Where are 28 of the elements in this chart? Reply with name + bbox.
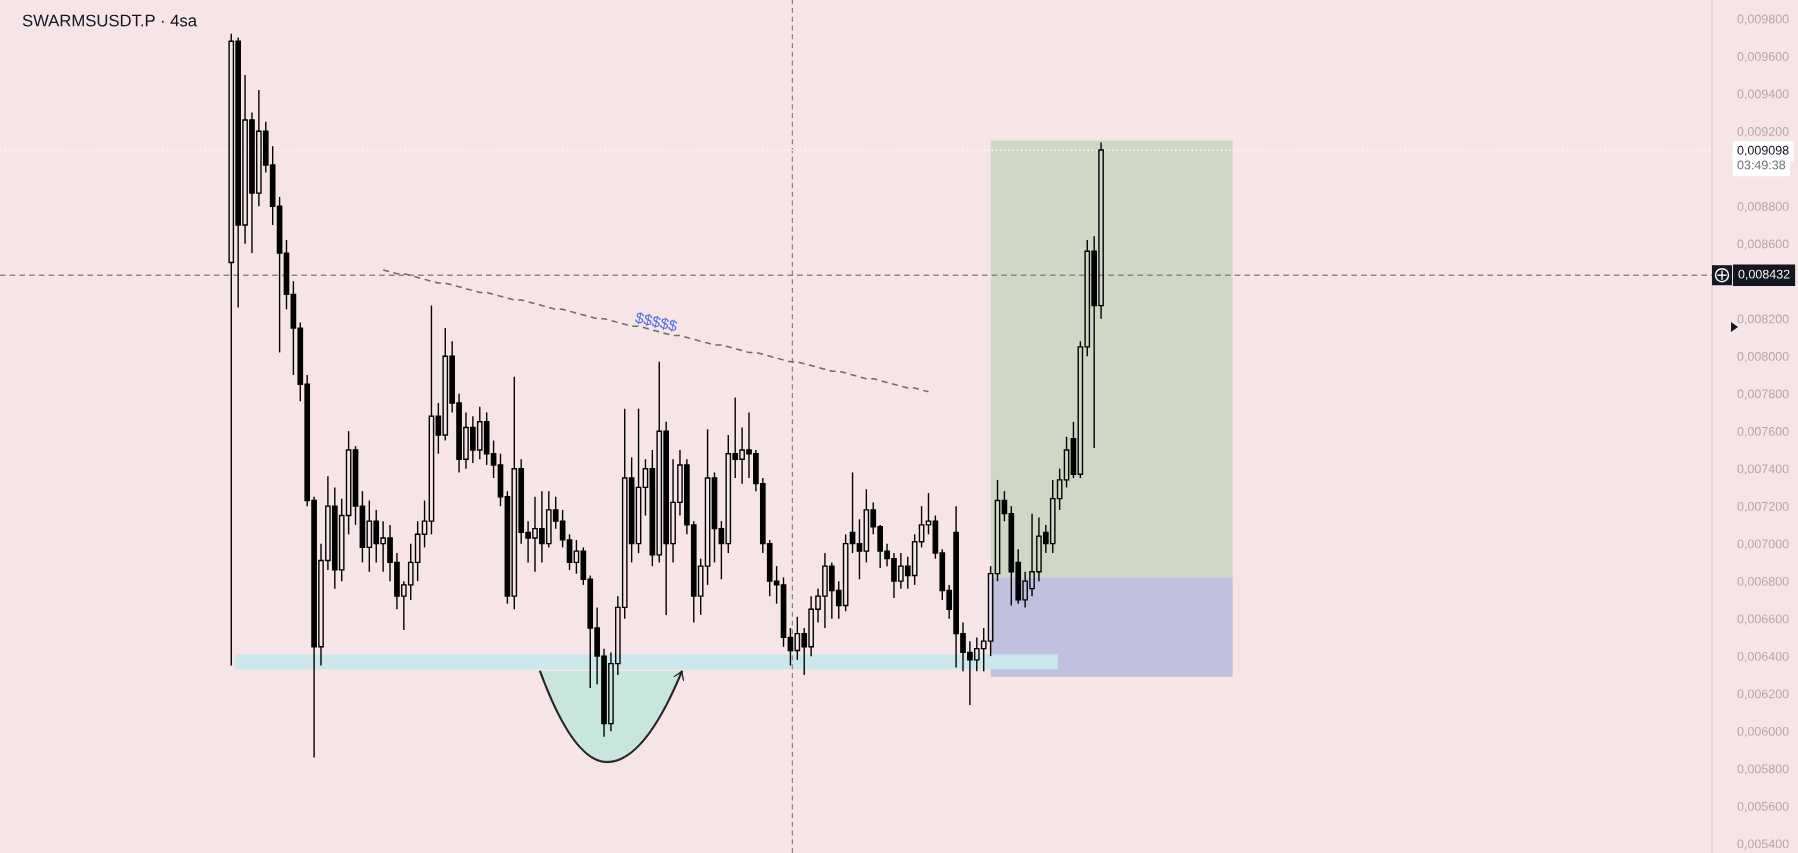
y-tick-label: 0,007000 [1737,539,1789,550]
y-tick-label: 0,006600 [1737,614,1789,625]
ref-line-label: 0,008432 [1738,269,1790,281]
y-tick-label: 0,009600 [1737,52,1789,63]
y-tick-label: 0,006800 [1737,576,1789,588]
y-tick-label: 0,006000 [1737,726,1789,738]
y-tick-label: 0,008800 [1737,202,1789,213]
y-tick-label: 0,009200 [1737,127,1789,138]
y-tick-label: 0,008200 [1737,314,1789,325]
y-tick-label: 0,007600 [1737,426,1789,438]
y-tick-label: 0,006400 [1737,651,1789,663]
y-tick-label: 0,009800 [1737,14,1789,25]
annotation: $$$$$ [634,311,679,333]
y-tick-label: 0,007400 [1737,464,1789,475]
y-tick-label: 0,007800 [1737,389,1789,400]
y-tick-label: 0,008000 [1737,352,1789,363]
text: 03:49:38 [1737,160,1786,170]
ref-line-label: 0,009098 [1737,145,1789,157]
candlestick [856,518,863,580]
text: SWARMSUSDT.P · 4sa [22,14,198,27]
y-tick-label: 0,006200 [1737,689,1789,700]
y-tick-label: 0,005800 [1737,764,1789,775]
y-tick-label: 0,008600 [1737,239,1789,250]
line-series [382,269,930,393]
y-tick-label: 0,005600 [1737,801,1789,813]
y-tick-label: 0,005400 [1737,839,1789,850]
y-tick-label: 0,007200 [1737,501,1789,513]
y-tick-label: 0,009400 [1737,89,1789,100]
